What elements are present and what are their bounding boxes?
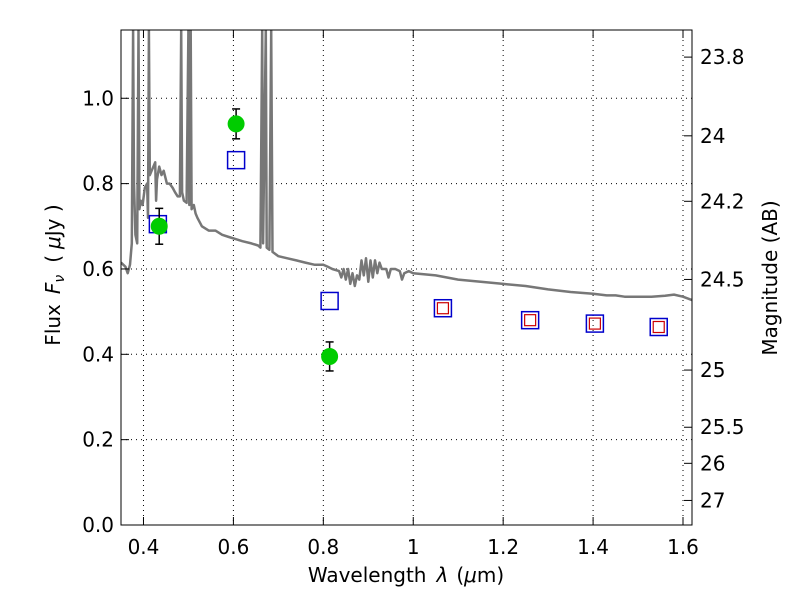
spectrum-line (121, 30, 692, 302)
x-tick-label: 1.6 (667, 535, 699, 559)
model-inner-square-marker (524, 314, 537, 327)
y-tick-label: 0.2 (82, 428, 114, 452)
model-square-marker (520, 310, 540, 330)
model-inner-square-marker (588, 317, 601, 330)
model-inner-square-marker (652, 320, 665, 334)
y2-tick-label: 27 (700, 488, 725, 512)
model-inner-square-marker (436, 302, 450, 315)
model-square-marker (649, 317, 668, 337)
x-tick-label: 1 (407, 535, 420, 559)
x-axis-label: Wavelength λ (μm) (308, 563, 504, 587)
x-tick-label: 0.6 (217, 535, 249, 559)
y2-tick-label: 23.8 (700, 45, 745, 69)
y-tick-label: 0.6 (82, 257, 114, 281)
plot-area (121, 30, 692, 372)
x-tick-label: 1.2 (487, 535, 519, 559)
y2-tick-label: 24.5 (700, 267, 745, 291)
x-tick-label: 0.4 (128, 535, 160, 559)
observed-point (227, 115, 245, 133)
observed-point (321, 347, 339, 365)
axes-frame (120, 29, 693, 526)
y2-axis-label: Magnitude (AB) (758, 200, 782, 355)
y2-tick-label: 24.2 (700, 189, 745, 213)
model-square-marker (320, 291, 339, 311)
y2-tick-label: 24 (700, 124, 725, 148)
axis-ticks: 0.4 0.6 0.8 1 1.2 1.4 1.6 0.0 0.2 0.4 0.6 0.8 1.0 23.… (82, 30, 745, 559)
observed-point (150, 217, 168, 235)
x-tick-label: 0.8 (307, 535, 339, 559)
y-tick-label: 0.8 (82, 172, 114, 196)
model-square-marker (585, 314, 605, 333)
y-axis-label: FluxFν(μJy ) (41, 204, 68, 345)
y2-tick-label: 25 (700, 358, 725, 382)
model-square-marker (433, 298, 453, 318)
grid-lines (121, 30, 692, 525)
y2-tick-label: 26 (700, 451, 725, 475)
y2-tick-label: 25.5 (700, 415, 745, 439)
y-tick-label: 0.4 (82, 342, 114, 366)
y-tick-label: 0.0 (82, 513, 114, 537)
model-square-marker (226, 150, 246, 170)
y-tick-label: 1.0 (82, 86, 114, 110)
x-tick-label: 1.4 (577, 535, 609, 559)
